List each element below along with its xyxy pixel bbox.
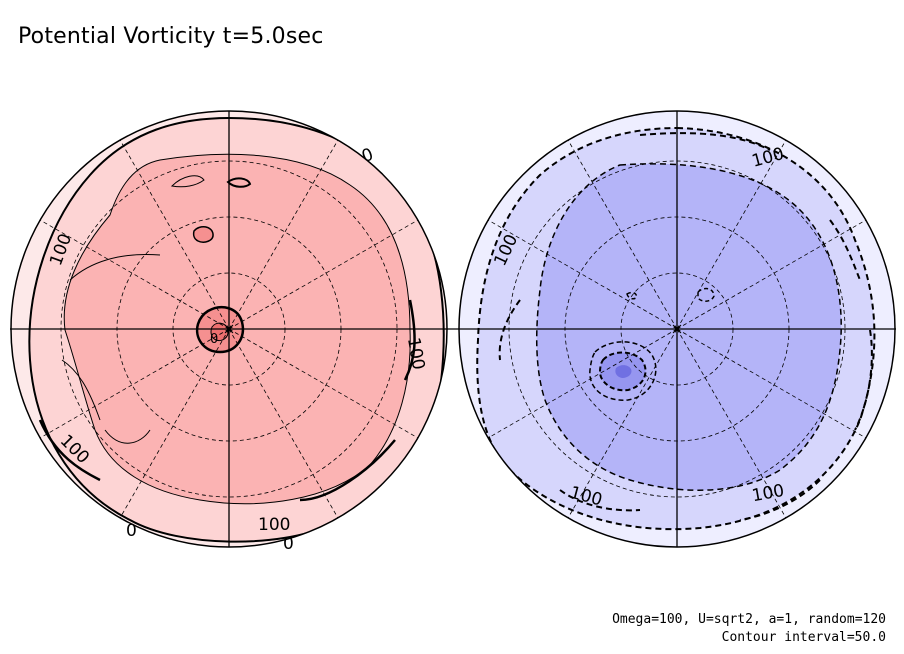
contour-label: 0 [283, 534, 294, 554]
right-contour-minus-0 [476, 126, 876, 531]
right-contour-vortex-outer [589, 341, 657, 401]
left-contour-island-1 [192, 226, 214, 243]
left-center-marker [224, 324, 234, 334]
left-contour-center [195, 306, 245, 354]
contour-label: 0 [210, 332, 218, 347]
left-contour-island-3 [170, 175, 205, 188]
left-contour-wiggle-1 [61, 253, 161, 444]
contour-label: 0 [126, 521, 137, 541]
left-contour-island-2 [226, 177, 252, 188]
right-fill-level-2 [536, 163, 842, 491]
left-fill-island-1 [193, 226, 214, 243]
contour-interval-note: Contour interval=50.0 [721, 630, 886, 645]
right-fill-level-4 [615, 365, 632, 378]
left-fill-level-4 [211, 323, 229, 341]
right-center-marker [672, 324, 682, 334]
right-contour-island-1 [626, 287, 715, 302]
parameters-note: Omega=100, U=sqrt2, a=1, random=120 [612, 612, 886, 627]
contour-label: 100 [258, 515, 290, 535]
left-contour-100 [63, 153, 411, 505]
left-contour-center-inner [210, 322, 229, 341]
right-contour-vortex [598, 351, 647, 392]
right-contour-edge [498, 132, 873, 521]
right-contour-minus-100 [536, 163, 842, 491]
chart-title: Potential Vorticity t=5.0sec [18, 24, 324, 49]
left-contour-edge [38, 299, 416, 502]
